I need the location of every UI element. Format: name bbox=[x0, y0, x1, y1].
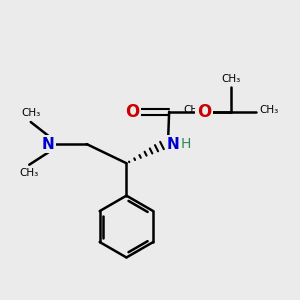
Text: CH₃: CH₃ bbox=[260, 105, 279, 115]
Text: N: N bbox=[42, 136, 55, 152]
Text: N: N bbox=[166, 136, 179, 152]
Text: CH₃: CH₃ bbox=[20, 168, 39, 178]
Text: O: O bbox=[197, 103, 211, 121]
Text: CH₃: CH₃ bbox=[221, 74, 241, 84]
Text: CH₃: CH₃ bbox=[21, 109, 40, 118]
Text: CH₃: CH₃ bbox=[183, 105, 202, 115]
Text: H: H bbox=[181, 137, 191, 151]
Text: O: O bbox=[125, 103, 140, 121]
